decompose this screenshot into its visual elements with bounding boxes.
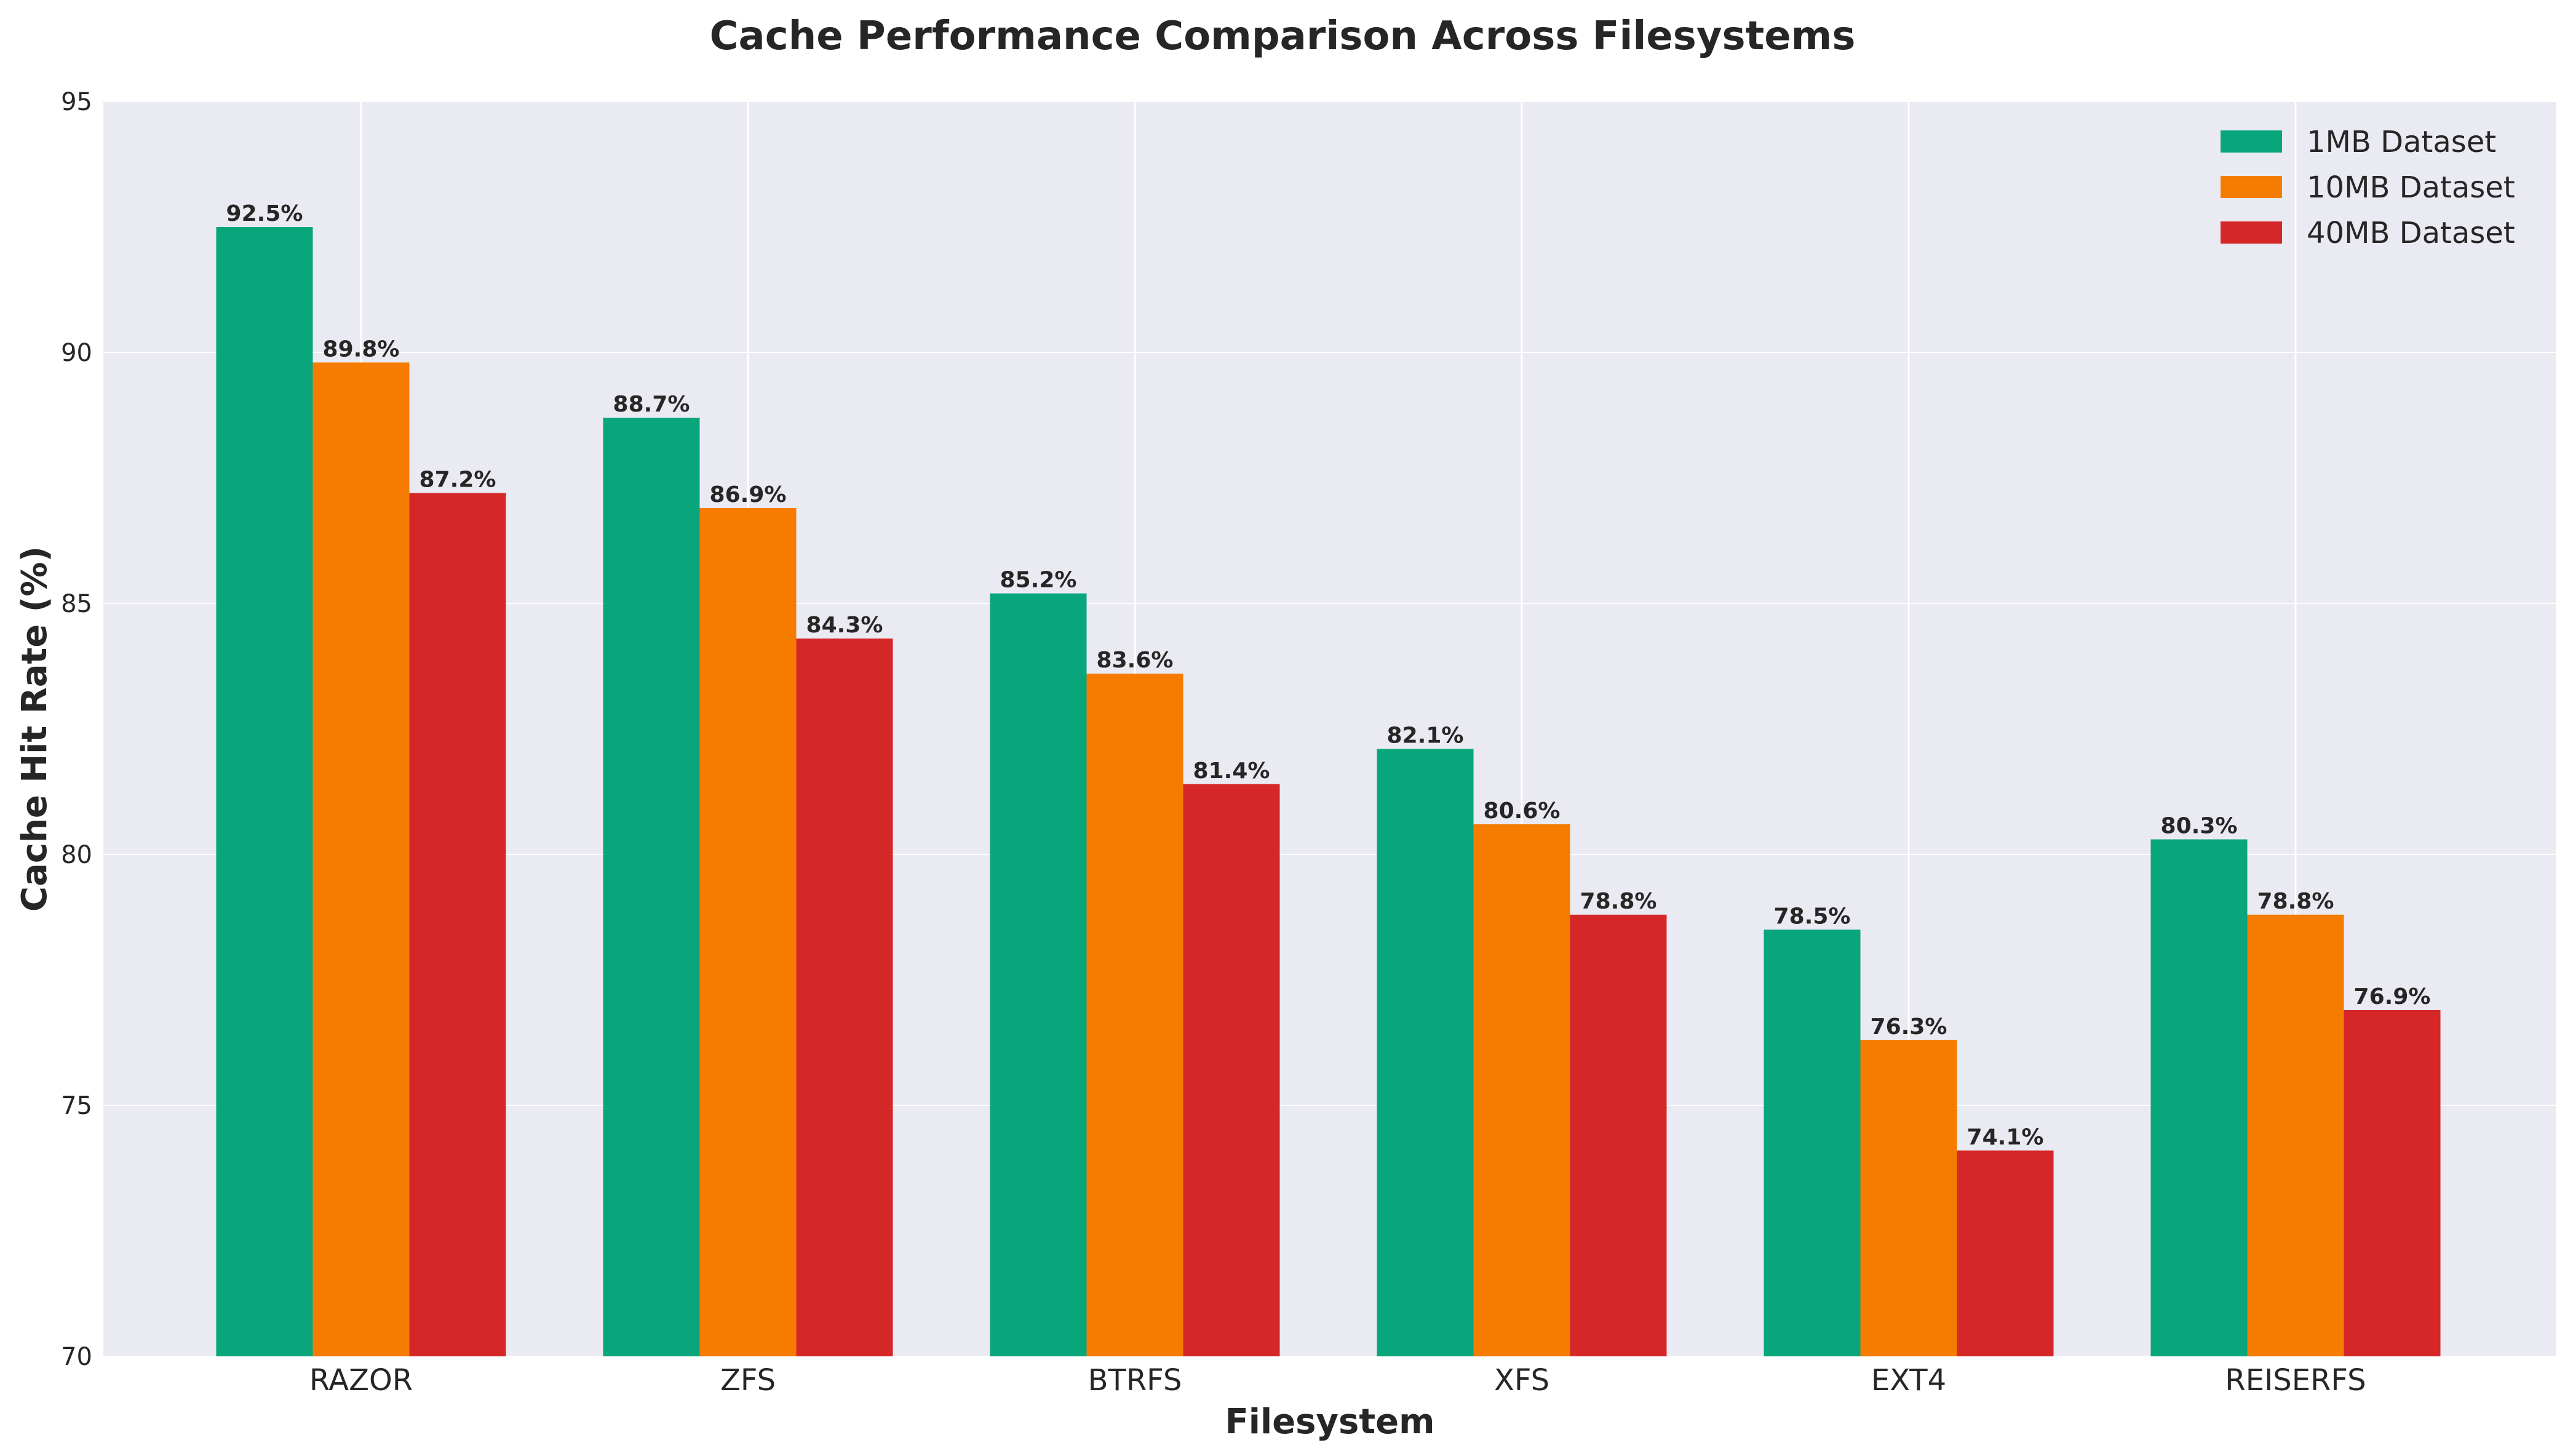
data-label: 83.6%: [1097, 648, 1174, 673]
data-label: 92.5%: [226, 201, 303, 226]
legend-label: 10MB Dataset: [2307, 170, 2515, 205]
x-tick-label: ZFS: [720, 1363, 776, 1398]
y-tick-label: 80: [61, 841, 92, 869]
data-label: 84.3%: [806, 613, 883, 638]
data-label: 76.3%: [1871, 1014, 1947, 1040]
y-tick-label: 85: [61, 590, 92, 618]
bar: [2247, 914, 2344, 1356]
bar: [1473, 824, 1570, 1356]
y-tick-label: 90: [61, 339, 92, 367]
chart-title: Cache Performance Comparison Across File…: [710, 14, 1856, 59]
bar: [216, 227, 313, 1356]
x-tick-label: BTRFS: [1088, 1363, 1182, 1398]
bar: [2150, 839, 2248, 1356]
bar: [1086, 674, 1183, 1356]
legend: 1MB Dataset 10MB Dataset 40MB Dataset: [2221, 125, 2515, 250]
bar: [1570, 914, 1667, 1356]
data-label: 87.2%: [420, 467, 496, 492]
legend-swatch: [2221, 176, 2282, 198]
y-axis-label: Cache Hit Rate (%): [15, 546, 55, 912]
data-label: 78.8%: [1580, 889, 1657, 914]
data-label: 81.4%: [1193, 758, 1270, 784]
data-label: 89.8%: [323, 336, 400, 362]
plot-area: [103, 101, 2556, 1356]
x-tick-label: XFS: [1494, 1363, 1549, 1398]
bar: [312, 362, 410, 1356]
data-label: 88.7%: [613, 392, 690, 417]
x-tick-label: REISERFS: [2225, 1363, 2366, 1398]
data-label: 74.1%: [1967, 1124, 2044, 1150]
x-tick-label: EXT4: [1871, 1363, 1946, 1398]
y-tick-label: 75: [61, 1092, 92, 1120]
legend-swatch: [2221, 130, 2282, 153]
y-ticks: 70 75 80 85 90 95: [61, 88, 92, 1371]
y-tick-label: 70: [61, 1343, 92, 1371]
legend-label: 1MB Dataset: [2307, 125, 2496, 159]
data-labels: 92.5% 88.7% 85.2% 82.1% 78.5% 80.3% 89.8% 86.9%…: [226, 201, 2431, 1150]
bar: [1860, 1040, 1957, 1356]
x-tick-label: RAZOR: [309, 1363, 413, 1398]
data-label: 78.5%: [1774, 904, 1851, 929]
bar: [699, 507, 797, 1357]
x-axis-label: Filesystem: [1225, 1402, 1435, 1442]
bar: [409, 493, 506, 1356]
data-label: 82.1%: [1387, 723, 1464, 749]
bars: [216, 227, 2441, 1357]
data-label: 85.2%: [1000, 568, 1077, 593]
bar: [603, 418, 700, 1356]
data-label: 78.8%: [2257, 889, 2334, 914]
data-label: 80.3%: [2161, 814, 2238, 839]
bar: [990, 593, 1087, 1357]
data-label: 80.6%: [1484, 798, 1561, 824]
legend-swatch: [2221, 221, 2282, 244]
bar: [1957, 1150, 2054, 1356]
data-label: 86.9%: [710, 482, 787, 507]
bar: [2344, 1009, 2441, 1356]
bar: [1764, 929, 1861, 1356]
bar: [1183, 784, 1280, 1356]
x-ticks: RAZOR ZFS BTRFS XFS EXT4 REISERFS: [309, 1363, 2366, 1398]
data-label: 76.9%: [2354, 984, 2431, 1009]
bar: [796, 638, 893, 1356]
y-tick-label: 95: [61, 88, 92, 116]
bar: [1377, 749, 1474, 1356]
legend-label: 40MB Dataset: [2307, 216, 2515, 250]
